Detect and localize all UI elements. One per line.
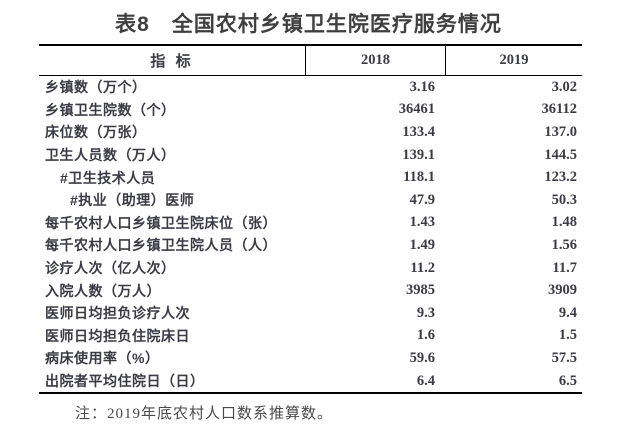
row-indicator-label: 乡镇卫生院数（个）	[45, 101, 176, 118]
table-body: 乡镇数（万个） 3.16 3.02 乡镇卫生院数（个） 36461 36112 床位数（万张…	[39, 76, 582, 392]
row-value-2019: 3.02	[551, 78, 577, 95]
table-row: 床位数（万张） 133.4 137.0	[39, 121, 582, 144]
row-value-2019: 36112	[541, 101, 577, 118]
row-value-2018: 9.3	[416, 304, 435, 321]
row-value-2018: 3985	[406, 282, 435, 299]
row-value-2018: 59.6	[409, 349, 435, 366]
table-row: #执业（助理）医师 47.9 50.3	[39, 189, 582, 212]
table-row: 每千农村人口乡镇卫生院床位（张） 1.43 1.48	[39, 212, 582, 235]
row-value-2019: 11.7	[552, 259, 577, 276]
row-value-2019: 1.48	[551, 214, 577, 231]
row-value-2019: 137.0	[544, 123, 577, 140]
row-indicator-label: 出院者平均住院日（日）	[45, 373, 205, 390]
row-value-2018: 3.16	[409, 78, 435, 95]
table-header-row: 指 标 2018 2019	[39, 46, 582, 76]
table-footnote: 注：2019年底农村人口数系推算数。	[75, 406, 334, 422]
row-value-2019: 9.4	[558, 304, 577, 321]
table-row: 医师日均担负诊疗人次 9.3 9.4	[39, 302, 582, 325]
row-indicator-label: 诊疗人次（亿人次）	[45, 260, 176, 277]
row-value-2018: 6.4	[416, 372, 435, 389]
header-indicator: 指 标	[39, 46, 306, 75]
row-value-2019: 1.56	[551, 236, 577, 253]
row-indicator-label: 每千农村人口乡镇卫生院床位（张）	[45, 214, 277, 231]
row-indicator-label: 医师日均担负诊疗人次	[45, 305, 190, 322]
row-value-2019: 50.3	[551, 191, 577, 208]
statistics-table: 指 标 2018 2019 乡镇数（万个） 3.16 3.02 乡镇卫生院数（个） 36…	[39, 44, 582, 395]
row-value-2019: 3909	[548, 282, 577, 299]
row-value-2018: 118.1	[403, 169, 435, 186]
header-year-2019: 2019	[499, 52, 529, 68]
table-row: 每千农村人口乡镇卫生院人员（人） 1.49 1.56	[39, 234, 582, 257]
row-indicator-label: 乡镇数（万个）	[45, 79, 147, 96]
table-row: 乡镇卫生院数（个） 36461 36112	[39, 99, 582, 122]
table-row: 出院者平均住院日（日） 6.4 6.5	[39, 370, 582, 393]
row-value-2018: 139.1	[402, 146, 435, 163]
table-row: 诊疗人次（亿人次） 11.2 11.7	[39, 257, 582, 280]
table-row: 乡镇数（万个） 3.16 3.02	[39, 76, 582, 99]
row-value-2018: 11.2	[410, 259, 435, 276]
row-value-2019: 57.5	[551, 349, 577, 366]
row-indicator-label: #卫生技术人员	[60, 169, 156, 186]
row-value-2019: 144.5	[544, 146, 577, 163]
row-value-2018: 47.9	[409, 191, 435, 208]
row-indicator-label: 入院人数（万人）	[45, 282, 161, 299]
table-title: 表8 全国农村乡镇卫生院医疗服务情况	[115, 13, 502, 36]
row-value-2018: 1.49	[409, 236, 435, 253]
row-value-2018: 133.4	[402, 123, 435, 140]
header-year-2018: 2018	[306, 46, 446, 75]
row-indicator-label: 卫生人员数（万人）	[45, 147, 176, 164]
row-value-2018: 1.43	[409, 214, 435, 231]
row-indicator-label: 每千农村人口乡镇卫生院人员（人）	[45, 237, 277, 254]
row-indicator-label: 医师日均担负住院床日	[45, 327, 190, 344]
row-value-2019: 1.5	[558, 327, 577, 344]
table-row: #卫生技术人员 118.1 123.2	[39, 166, 582, 189]
row-indicator-label: 病床使用率（%）	[45, 350, 160, 367]
row-value-2018: 1.6	[416, 327, 435, 344]
table-row: 卫生人员数（万人） 139.1 144.5	[39, 144, 582, 167]
row-value-2019: 123.2	[544, 169, 577, 186]
row-indicator-label: 床位数（万张）	[45, 124, 147, 141]
row-value-2018: 36461	[398, 101, 435, 118]
row-value-2019: 6.5	[558, 372, 577, 389]
table-row: 病床使用率（%） 59.6 57.5	[39, 347, 582, 370]
table-row: 入院人数（万人） 3985 3909	[39, 279, 582, 302]
row-indicator-label: #执业（助理）医师	[70, 192, 195, 209]
table-row: 医师日均担负住院床日 1.6 1.5	[39, 325, 582, 348]
